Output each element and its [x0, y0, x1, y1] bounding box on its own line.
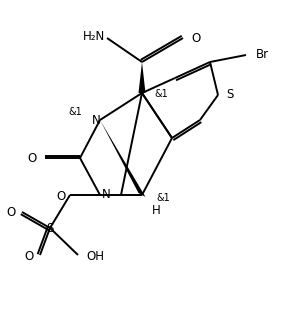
Text: S: S [46, 221, 54, 234]
Polygon shape [139, 62, 146, 93]
Text: O: O [7, 206, 16, 219]
Polygon shape [100, 120, 145, 197]
Text: O: O [25, 250, 34, 263]
Text: &1: &1 [68, 107, 82, 117]
Text: N: N [102, 188, 111, 201]
Text: O: O [57, 189, 66, 202]
Text: Br: Br [256, 49, 269, 62]
Text: H₂N: H₂N [83, 30, 105, 43]
Text: N: N [91, 114, 100, 127]
Text: OH: OH [86, 250, 104, 263]
Text: &1: &1 [156, 193, 170, 203]
Text: O: O [28, 151, 37, 165]
Text: S: S [226, 89, 233, 101]
Text: H: H [152, 205, 161, 217]
Text: &1: &1 [154, 89, 168, 99]
Text: O: O [191, 31, 200, 44]
